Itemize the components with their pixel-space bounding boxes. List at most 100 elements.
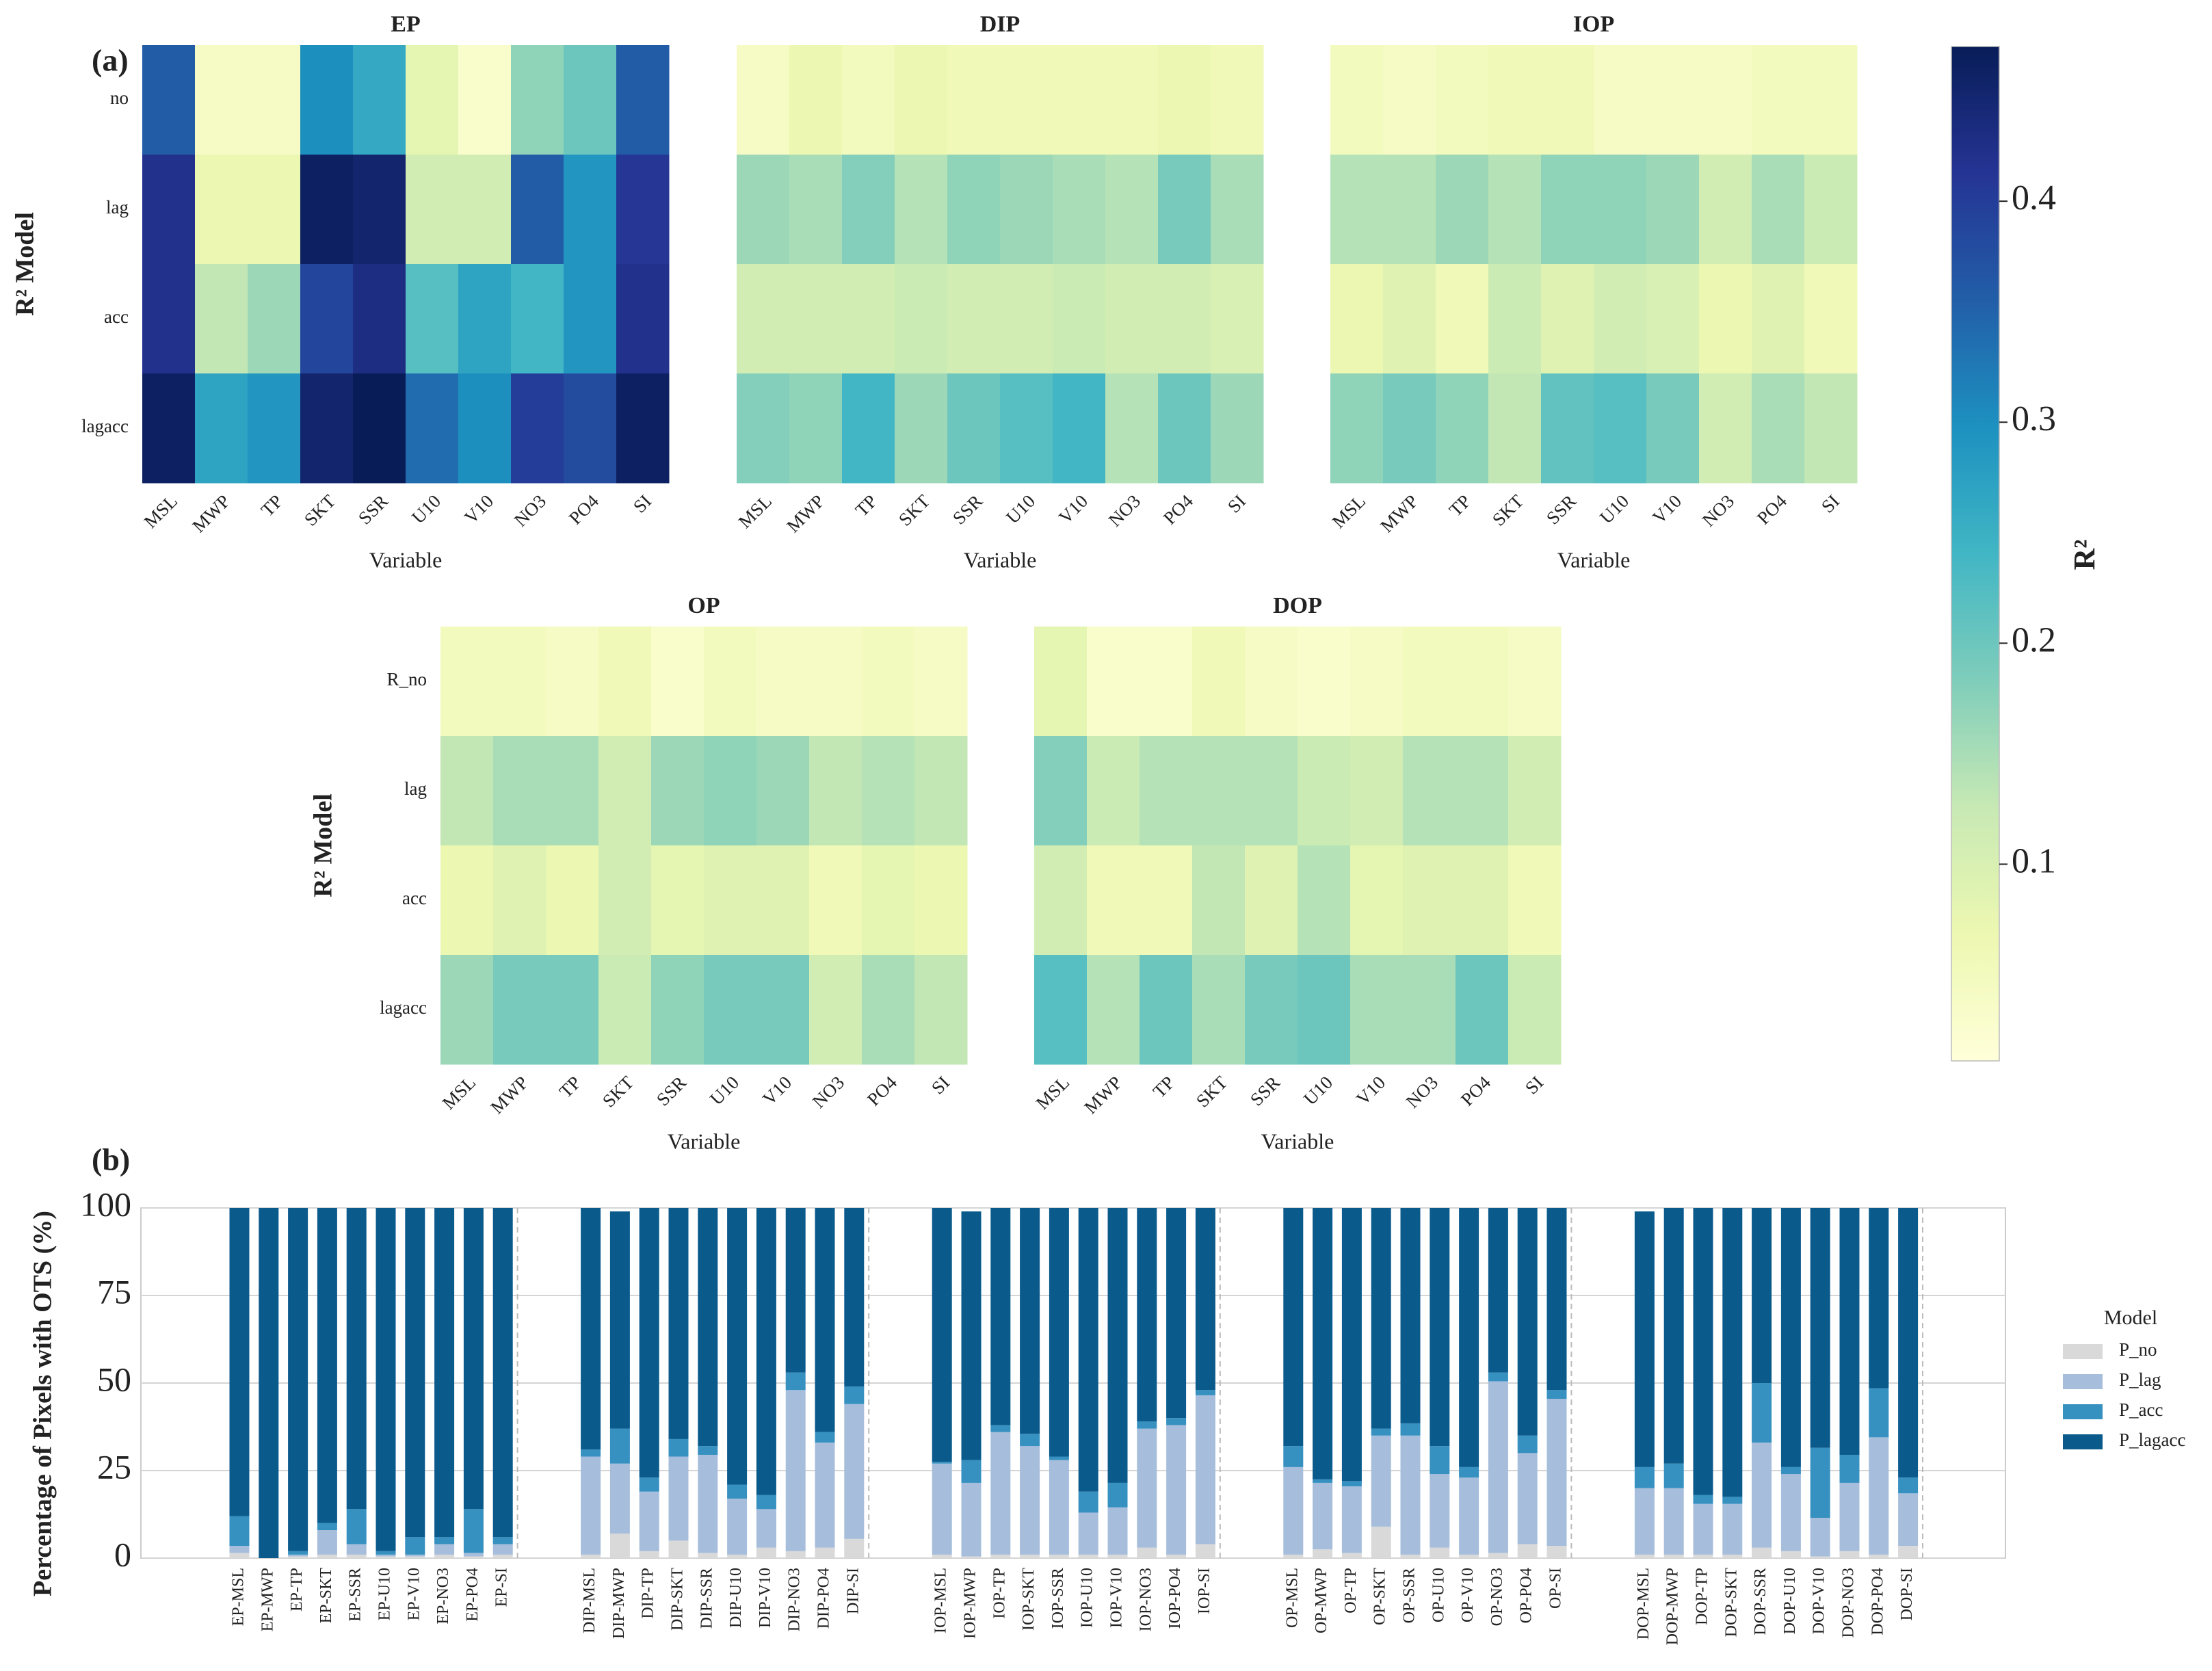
bar-segment xyxy=(1839,1454,1860,1483)
x-tick-label: IOP-SI xyxy=(1196,1568,1213,1614)
heatmap-cell xyxy=(1594,373,1647,484)
heatmap-cell xyxy=(947,45,1001,155)
bar-segment xyxy=(1634,1488,1655,1555)
heatmap-cell xyxy=(1245,955,1298,1065)
bar-segment xyxy=(317,1523,337,1531)
bar-segment xyxy=(1839,1208,1860,1455)
bar-segment xyxy=(668,1456,689,1541)
x-tick-label: DIP-MSL xyxy=(581,1568,598,1633)
bar-segment xyxy=(815,1208,835,1432)
x-tick-label: TP xyxy=(1149,1072,1179,1101)
heatmap-cell xyxy=(564,373,617,484)
bar-segment xyxy=(756,1208,776,1495)
bar-segment xyxy=(288,1556,308,1558)
bar-segment xyxy=(1869,1554,1889,1558)
y-axis-label: R² Model xyxy=(309,793,338,897)
x-tick-label: IOP-SSR xyxy=(1049,1568,1067,1629)
x-tick-label: SKT xyxy=(1192,1072,1232,1111)
heatmap-cell xyxy=(651,736,705,846)
heatmap-cell xyxy=(789,45,843,155)
bar-segment xyxy=(990,1425,1011,1432)
bar-segment xyxy=(1313,1549,1333,1558)
bar-segment xyxy=(1020,1434,1040,1447)
heatmap-cell xyxy=(1456,627,1509,737)
bar-segment xyxy=(1722,1503,1743,1555)
bar-segment xyxy=(492,1537,513,1544)
heatmap-cell xyxy=(1594,155,1647,265)
bar-segment xyxy=(727,1208,748,1485)
heatmap-cell xyxy=(914,955,968,1065)
bar-segment xyxy=(1195,1208,1215,1391)
x-tick-label: OP-PO4 xyxy=(1518,1568,1536,1623)
heatmap-cell xyxy=(353,155,406,265)
x-tick-label: PO4 xyxy=(863,1072,901,1110)
bar-segment xyxy=(1107,1507,1128,1555)
heatmap-cell xyxy=(353,264,406,374)
bar-segment xyxy=(1839,1482,1860,1551)
x-tick-label: TP xyxy=(555,1072,585,1101)
legend-label: P_no xyxy=(2119,1339,2157,1360)
legend-swatch xyxy=(2063,1344,2103,1359)
bar-segment xyxy=(609,1428,630,1464)
bar-segment xyxy=(581,1554,601,1558)
heatmap-cell xyxy=(511,45,564,155)
bar-segment xyxy=(1780,1551,1801,1558)
heatmap-cell xyxy=(1383,264,1436,374)
bar-segment xyxy=(1752,1383,1772,1443)
x-tick-label: PO4 xyxy=(565,490,603,529)
bar-segment xyxy=(1839,1551,1860,1558)
heatmap-cell xyxy=(248,155,301,265)
heatmap-cell xyxy=(248,45,301,155)
y-tick-label: 0 xyxy=(114,1535,131,1573)
heatmap-cell xyxy=(842,373,895,484)
x-tick-label: DIP-U10 xyxy=(727,1568,745,1628)
heatmap-cell xyxy=(1330,373,1384,484)
x-tick-label: DIP-SI xyxy=(844,1568,862,1614)
x-tick-label: NO3 xyxy=(1402,1072,1442,1111)
heatmap-title: DOP xyxy=(1273,593,1322,618)
heatmap-cell xyxy=(1488,264,1542,374)
bar-segment xyxy=(1663,1554,1684,1558)
heatmap-cell xyxy=(564,45,617,155)
heatmap-cell xyxy=(1436,45,1489,155)
bar-segment xyxy=(1078,1491,1098,1513)
bar-segment xyxy=(932,1462,952,1464)
heatmap-cell xyxy=(1330,155,1384,265)
bar-segment xyxy=(961,1460,982,1483)
bar-segment xyxy=(1780,1466,1801,1475)
bar-segment xyxy=(1663,1463,1684,1488)
bar-segment xyxy=(229,1553,250,1558)
x-axis-label: Variable xyxy=(1557,547,1631,572)
heatmap-cell xyxy=(1298,627,1351,737)
y-tick-label: lag xyxy=(106,197,129,218)
bar-segment xyxy=(1546,1546,1567,1558)
bar-segment xyxy=(405,1554,425,1557)
bar-segment xyxy=(288,1554,308,1557)
x-tick-label: IOP-MSL xyxy=(932,1568,950,1633)
heatmap-cell xyxy=(1403,736,1456,846)
heatmap-cell xyxy=(842,264,895,374)
legend-swatch xyxy=(2063,1434,2103,1449)
bar-segment xyxy=(609,1534,630,1558)
heatmap-cell xyxy=(195,155,248,265)
bar-segment xyxy=(1898,1477,1919,1494)
x-tick-label: SSR xyxy=(949,490,986,528)
bar-segment xyxy=(1283,1554,1304,1558)
x-tick-label: V10 xyxy=(759,1072,795,1109)
heatmap-cell xyxy=(546,736,599,846)
bar-segment xyxy=(1400,1435,1421,1555)
x-tick-label: SI xyxy=(1224,490,1250,516)
bar-segment xyxy=(1663,1208,1684,1464)
x-tick-label: SI xyxy=(1817,490,1843,516)
bar-segment xyxy=(405,1556,425,1558)
bar-segment xyxy=(1517,1544,1538,1558)
bar-segment xyxy=(1107,1208,1128,1483)
heatmap-cell xyxy=(1034,627,1088,737)
x-tick-label: OP-SSR xyxy=(1401,1568,1419,1623)
bar-segment xyxy=(844,1404,865,1539)
heatmap-cell xyxy=(895,264,948,374)
bar-segment xyxy=(1898,1208,1919,1478)
heatmap-cell xyxy=(440,845,494,956)
bar-segment xyxy=(1810,1208,1830,1448)
bar-segment xyxy=(1517,1435,1538,1453)
